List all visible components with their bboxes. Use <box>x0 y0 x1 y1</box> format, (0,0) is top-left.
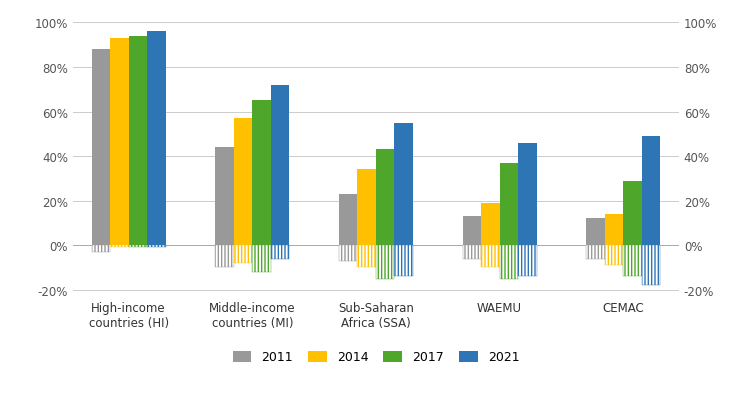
Bar <box>110 245 128 248</box>
Bar <box>642 137 661 245</box>
Bar <box>234 245 253 263</box>
Bar <box>110 39 128 245</box>
Bar <box>339 195 358 245</box>
Bar <box>253 245 271 272</box>
Bar <box>147 32 166 245</box>
Bar <box>586 245 604 259</box>
Bar <box>604 214 623 245</box>
Bar <box>147 245 166 248</box>
Bar <box>623 245 642 277</box>
Bar <box>463 217 481 245</box>
Legend: 2011, 2014, 2017, 2021: 2011, 2014, 2017, 2021 <box>229 347 523 367</box>
Bar <box>215 148 234 245</box>
Bar <box>518 144 537 245</box>
Bar <box>481 245 499 268</box>
Bar <box>463 245 481 259</box>
Bar <box>394 245 413 277</box>
Bar <box>91 50 110 245</box>
Bar <box>623 181 642 245</box>
Bar <box>394 124 413 245</box>
Bar <box>271 85 289 245</box>
Bar <box>234 119 253 245</box>
Bar <box>91 245 110 252</box>
Bar <box>358 245 376 268</box>
Bar <box>128 245 147 248</box>
Bar <box>376 150 394 245</box>
Bar <box>215 245 234 268</box>
Bar <box>358 170 376 245</box>
Bar <box>339 245 358 261</box>
Bar <box>642 245 661 285</box>
Bar <box>481 203 499 245</box>
Bar <box>604 245 623 265</box>
Bar <box>586 219 604 245</box>
Bar <box>271 245 289 259</box>
Bar <box>376 245 394 279</box>
Bar <box>499 163 518 245</box>
Bar <box>253 101 271 245</box>
Bar <box>518 245 537 277</box>
Bar <box>499 245 518 279</box>
Bar <box>128 37 147 245</box>
